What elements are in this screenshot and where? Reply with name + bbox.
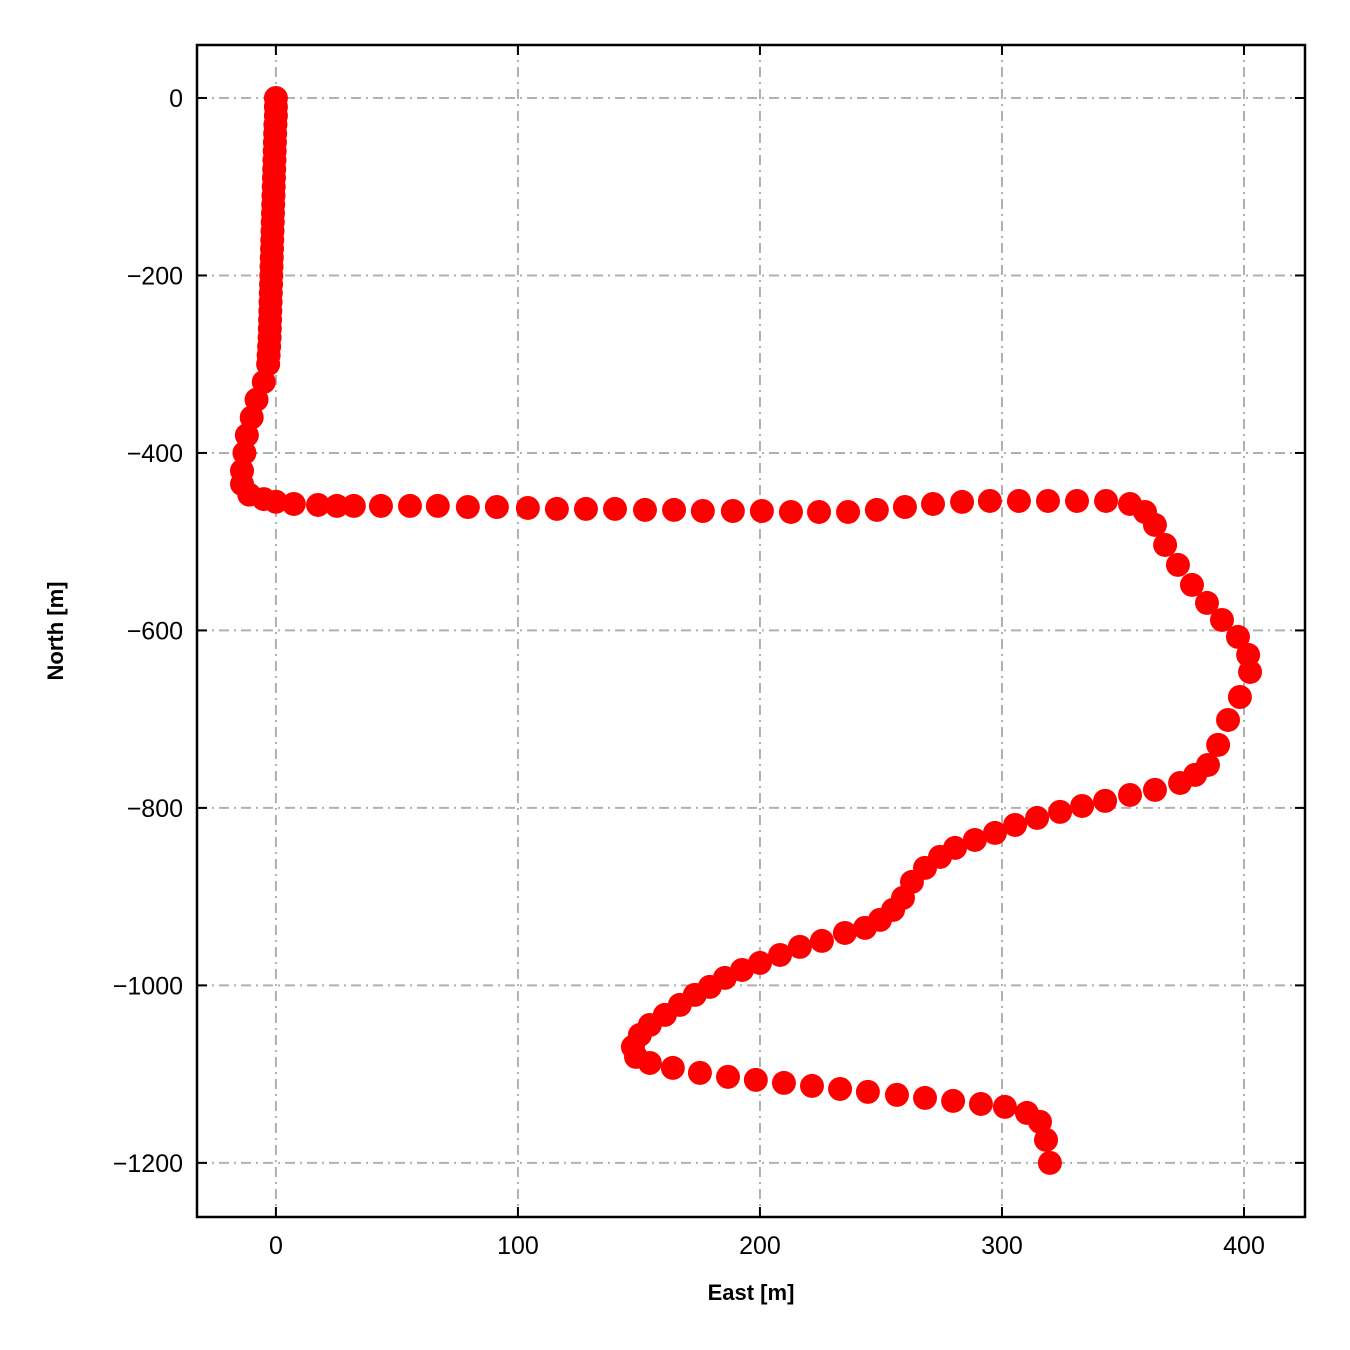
- data-point: [1206, 732, 1231, 757]
- x-tick-label: 200: [739, 1232, 781, 1260]
- data-point: [982, 820, 1007, 845]
- data-point: [787, 934, 812, 959]
- y-tick-label: −200: [127, 262, 183, 290]
- data-point: [632, 497, 657, 522]
- data-point: [1118, 782, 1143, 807]
- data-point: [660, 1055, 685, 1080]
- data-point: [1065, 488, 1090, 513]
- data-points: [230, 85, 1263, 1175]
- data-point: [968, 1091, 993, 1116]
- x-tick-label: 300: [981, 1232, 1023, 1260]
- data-point: [768, 942, 793, 967]
- data-point: [341, 493, 366, 518]
- data-point: [921, 491, 946, 516]
- data-point: [1168, 770, 1193, 795]
- data-point: [1027, 1109, 1052, 1134]
- data-point: [807, 499, 832, 524]
- y-tick-label: −600: [127, 617, 183, 645]
- data-point: [281, 491, 306, 516]
- data-point: [544, 496, 569, 521]
- data-point: [913, 1085, 938, 1110]
- data-point: [573, 496, 598, 521]
- data-point: [1025, 805, 1050, 830]
- data-point: [602, 496, 627, 521]
- data-point: [828, 1076, 853, 1101]
- data-point: [234, 423, 259, 448]
- data-point: [1194, 590, 1219, 615]
- data-point: [1216, 707, 1241, 732]
- data-point: [662, 497, 687, 522]
- data-point: [716, 1064, 741, 1089]
- data-point: [720, 498, 745, 523]
- data-point: [1070, 793, 1095, 818]
- y-tick-label: −1000: [113, 972, 183, 1000]
- data-point: [368, 493, 393, 518]
- x-tick-label: 100: [497, 1232, 539, 1260]
- data-point: [1209, 607, 1234, 632]
- data-point: [1094, 488, 1119, 513]
- data-point: [749, 498, 774, 523]
- data-point: [1165, 552, 1190, 577]
- data-point: [1142, 777, 1167, 802]
- data-point: [778, 499, 803, 524]
- data-point: [690, 498, 715, 523]
- data-point: [397, 493, 422, 518]
- data-point: [950, 489, 975, 514]
- y-tick-label: 0: [169, 85, 183, 113]
- data-point: [743, 1067, 768, 1092]
- data-point: [832, 920, 857, 945]
- data-point: [1179, 572, 1204, 597]
- data-point: [941, 1088, 966, 1113]
- y-axis-label: North [m]: [43, 582, 68, 681]
- data-point: [484, 494, 509, 519]
- y-tick-label: −400: [127, 440, 183, 468]
- data-point: [992, 1094, 1017, 1119]
- data-point: [884, 1082, 909, 1107]
- data-point: [324, 493, 349, 518]
- y-tick-label: −800: [127, 795, 183, 823]
- data-point: [852, 915, 877, 940]
- data-point: [455, 494, 480, 519]
- x-tick-label: 0: [269, 1232, 283, 1260]
- data-point: [425, 493, 450, 518]
- data-point: [515, 495, 540, 520]
- y-tick-label: −1200: [113, 1150, 183, 1178]
- data-point: [1037, 1150, 1062, 1175]
- data-point: [1035, 488, 1060, 513]
- data-point: [306, 492, 331, 517]
- data-point: [1225, 624, 1250, 649]
- axis-ticks: 0 100 200 300 400 0 −200 −400 −600 −800 −1000 −1200: [113, 45, 1305, 1260]
- data-point: [1227, 684, 1252, 709]
- data-point: [809, 928, 834, 953]
- data-point: [799, 1073, 824, 1098]
- data-point: [1003, 812, 1028, 837]
- data-point: [1093, 788, 1118, 813]
- data-point: [687, 1060, 712, 1085]
- data-point: [1142, 512, 1167, 537]
- data-point: [232, 440, 257, 465]
- data-point: [263, 489, 288, 514]
- data-point: [637, 1050, 662, 1075]
- data-point: [855, 1079, 880, 1104]
- data-point: [892, 494, 917, 519]
- data-point: [977, 488, 1002, 513]
- data-point: [771, 1070, 796, 1095]
- x-axis-label: East [m]: [708, 1280, 795, 1305]
- grid-lines: [197, 45, 1305, 1217]
- data-point: [1034, 1127, 1059, 1152]
- x-tick-label: 400: [1223, 1232, 1265, 1260]
- data-point: [1153, 532, 1178, 557]
- data-point: [1238, 659, 1263, 684]
- data-point: [1048, 799, 1073, 824]
- data-point: [836, 499, 861, 524]
- data-point: [962, 827, 987, 852]
- data-point: [864, 497, 889, 522]
- data-point: [1006, 488, 1031, 513]
